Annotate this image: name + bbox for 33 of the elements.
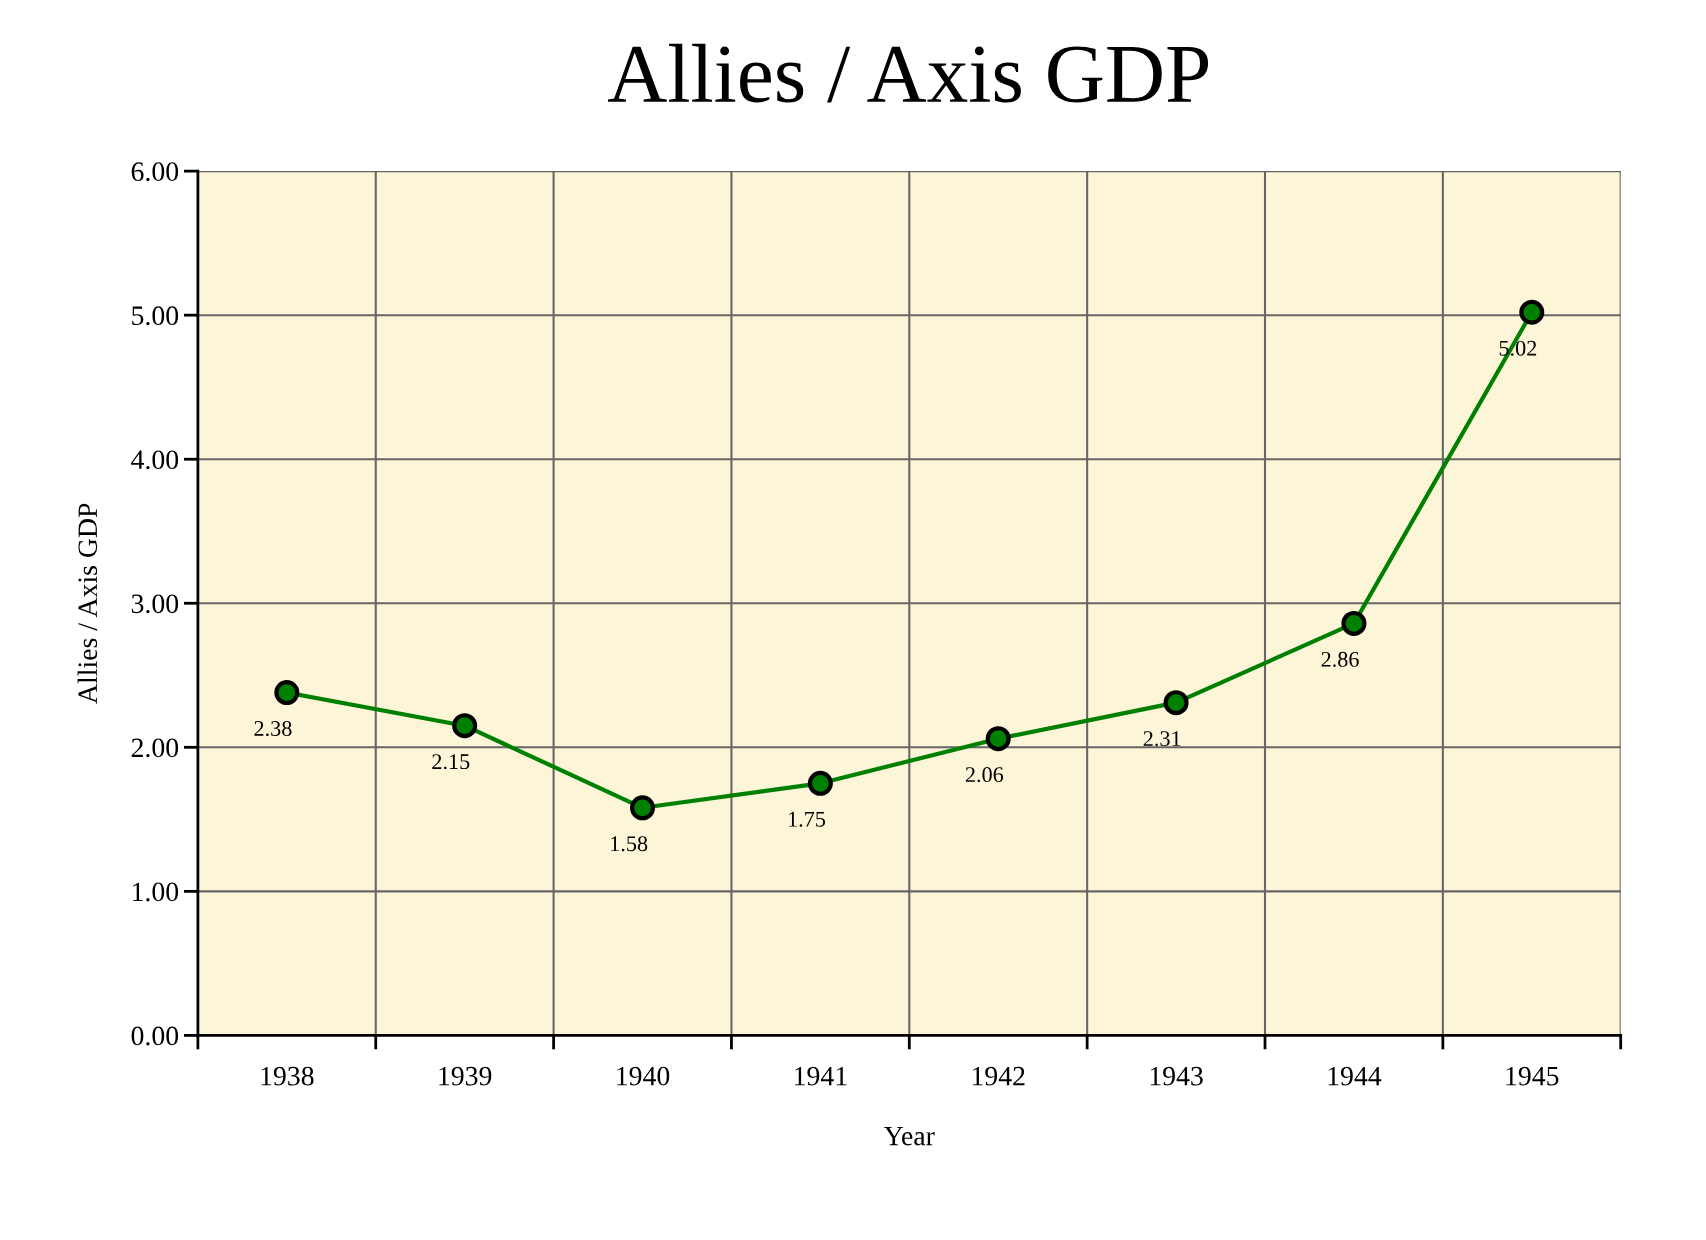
chart-title: Allies / Axis GDP — [607, 43, 1209, 103]
data-label: 2.86 — [1321, 651, 1359, 667]
x-tick-label: 1939 — [439, 1066, 492, 1086]
point — [452, 713, 478, 739]
y-axis-title: Allies / Axis GDP — [77, 503, 98, 704]
point — [985, 726, 1011, 752]
point — [274, 680, 300, 706]
data-label: 1.58 — [611, 836, 648, 852]
y-tick-label: 0.00 — [131, 1026, 179, 1046]
point — [630, 795, 656, 821]
data-label: 2.15 — [432, 754, 470, 770]
point — [807, 770, 833, 796]
y-tick-label: 1.00 — [132, 882, 179, 902]
data-label: 2.38 — [254, 720, 292, 737]
x-tick-label: 1942 — [972, 1066, 1025, 1086]
x-tick-label: 1943 — [1150, 1066, 1203, 1086]
x-tick-label: 1944 — [1328, 1066, 1382, 1086]
x-tick-label: 1945 — [1506, 1066, 1559, 1086]
x-axis-title: Year — [884, 1126, 935, 1146]
y-tick-label: 6.00 — [131, 162, 179, 182]
y-tick-label: 4.00 — [131, 450, 179, 470]
x-tick-label: 1941 — [795, 1066, 847, 1086]
x-tick-label: 1940 — [617, 1066, 670, 1086]
point — [1519, 299, 1545, 325]
y-tick-label: 2.00 — [131, 738, 179, 758]
point — [1341, 610, 1367, 636]
y-tick-label: 3.00 — [131, 594, 179, 614]
data-label: 2.31 — [1143, 731, 1181, 747]
y-tick-label: 5.00 — [132, 306, 179, 326]
data-label: 1.75 — [788, 811, 826, 827]
data-label: 2.06 — [965, 767, 1004, 783]
point — [1163, 690, 1189, 716]
x-tick-label: 1938 — [261, 1066, 314, 1086]
